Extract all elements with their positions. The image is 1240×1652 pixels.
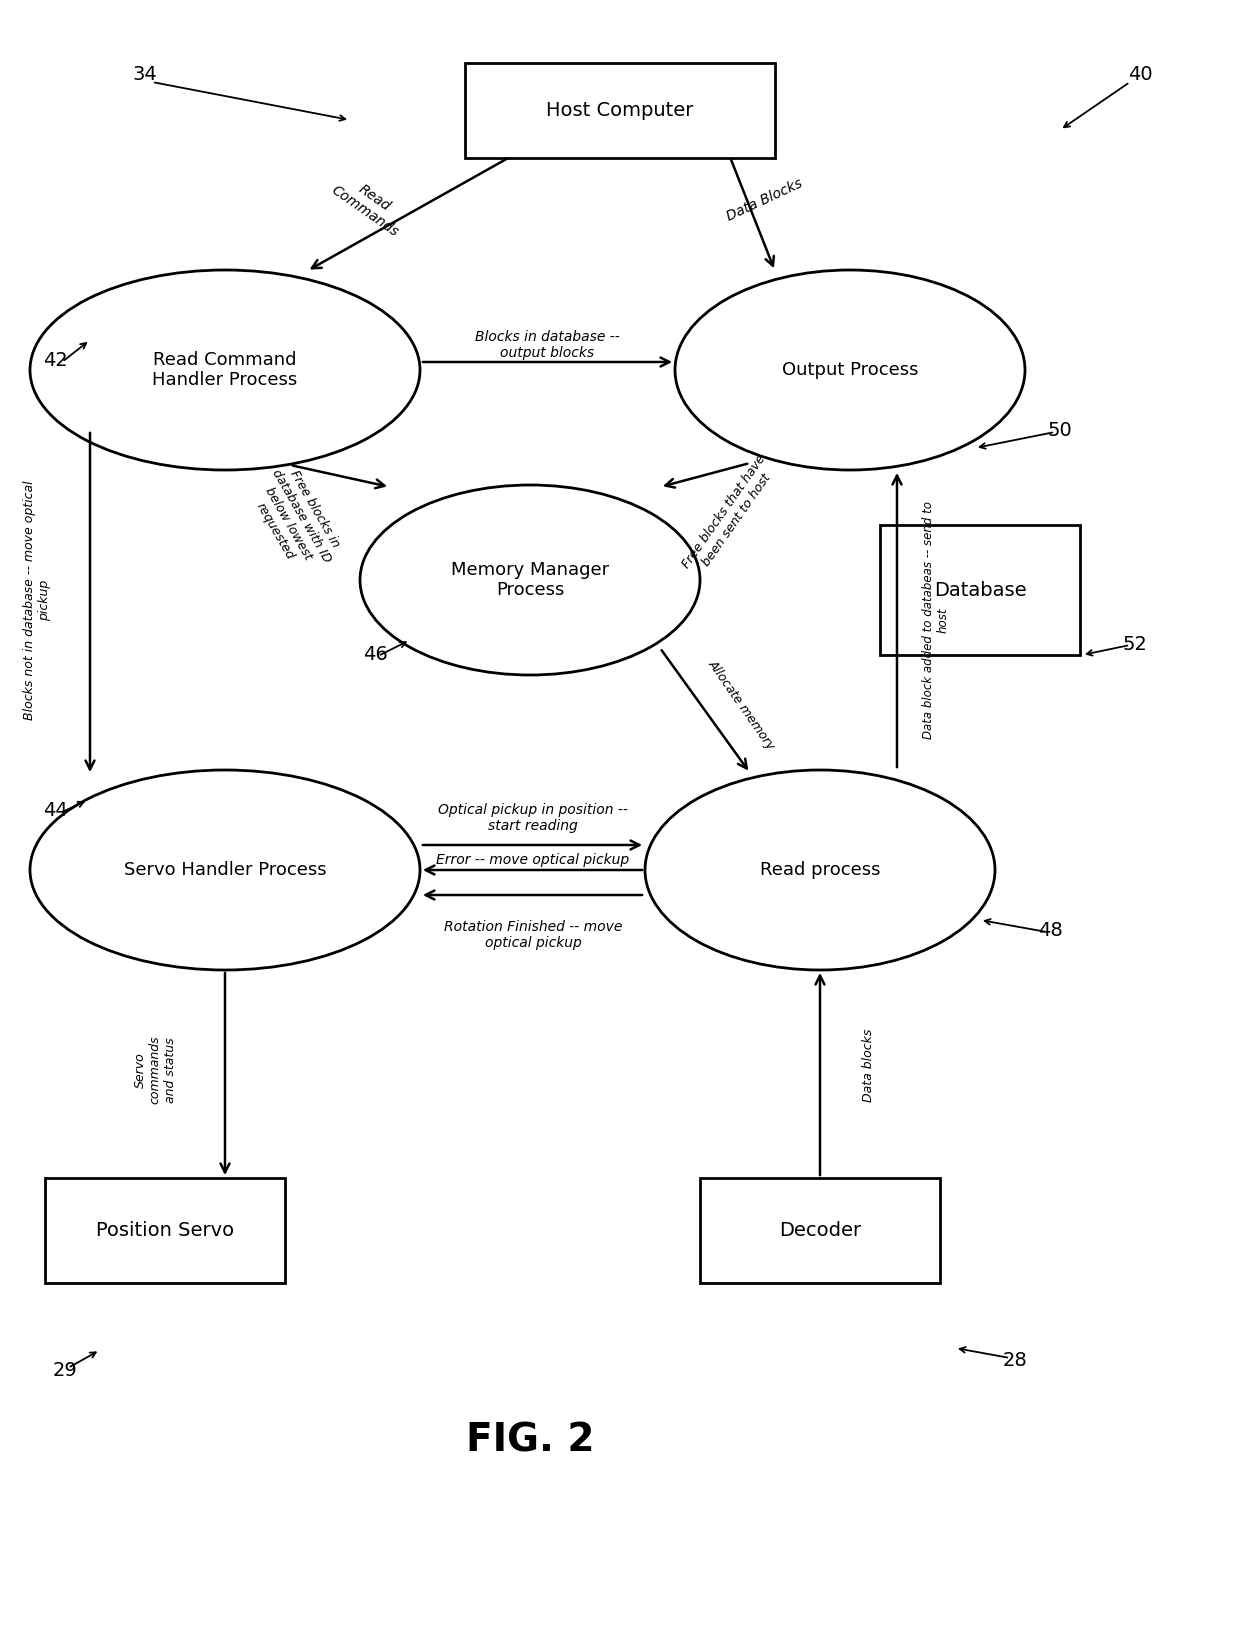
Text: Position Servo: Position Servo [95, 1221, 234, 1239]
Text: Optical pickup in position --
start reading: Optical pickup in position -- start read… [438, 803, 627, 833]
Text: Free blocks in
database with ID
below lowest
requested: Free blocks in database with ID below lo… [243, 459, 346, 580]
Bar [880, 525, 1080, 654]
Text: Read
Commands: Read Commands [329, 170, 410, 240]
Text: Memory Manager
Process: Memory Manager Process [451, 560, 609, 600]
Text: 46: 46 [362, 646, 387, 664]
Text: Rotation Finished -- move
optical pickup: Rotation Finished -- move optical pickup [444, 920, 622, 950]
Text: 40: 40 [1127, 66, 1152, 84]
Text: 50: 50 [1048, 421, 1073, 439]
Text: Data blocks: Data blocks [862, 1028, 874, 1102]
Text: Database: Database [934, 580, 1027, 600]
Text: 42: 42 [42, 350, 67, 370]
Bar [701, 1178, 940, 1282]
Text: Output Process: Output Process [781, 362, 919, 378]
Text: Servo
commands
and status: Servo commands and status [134, 1036, 176, 1104]
Ellipse shape [675, 269, 1025, 471]
Text: Allocate memory: Allocate memory [706, 657, 777, 752]
Text: Data Blocks: Data Blocks [724, 177, 805, 223]
Text: Blocks not in database -- move optical
pickup: Blocks not in database -- move optical p… [24, 481, 51, 720]
Text: 44: 44 [42, 801, 67, 819]
Text: Read Command
Handler Process: Read Command Handler Process [153, 350, 298, 390]
Text: Host Computer: Host Computer [547, 101, 693, 119]
Ellipse shape [30, 269, 420, 471]
Text: Blocks in database --
output blocks: Blocks in database -- output blocks [475, 330, 619, 360]
Text: FIG. 2: FIG. 2 [466, 1421, 594, 1459]
Ellipse shape [30, 770, 420, 970]
Text: 48: 48 [1038, 920, 1063, 940]
Text: 28: 28 [1003, 1350, 1028, 1370]
Text: 34: 34 [133, 66, 157, 84]
Text: Error -- move optical pickup: Error -- move optical pickup [436, 852, 630, 867]
Ellipse shape [360, 486, 701, 676]
Text: Free blocks that have
been sent to host: Free blocks that have been sent to host [680, 453, 780, 580]
Text: 52: 52 [1122, 636, 1147, 654]
Text: Servo Handler Process: Servo Handler Process [124, 861, 326, 879]
Text: 29: 29 [52, 1361, 77, 1379]
Text: Read process: Read process [760, 861, 880, 879]
Text: Data block added to databeas -- send to
host: Data block added to databeas -- send to … [923, 501, 950, 738]
Ellipse shape [645, 770, 994, 970]
Bar [45, 1178, 285, 1282]
Text: Decoder: Decoder [779, 1221, 861, 1239]
Bar [465, 63, 775, 157]
